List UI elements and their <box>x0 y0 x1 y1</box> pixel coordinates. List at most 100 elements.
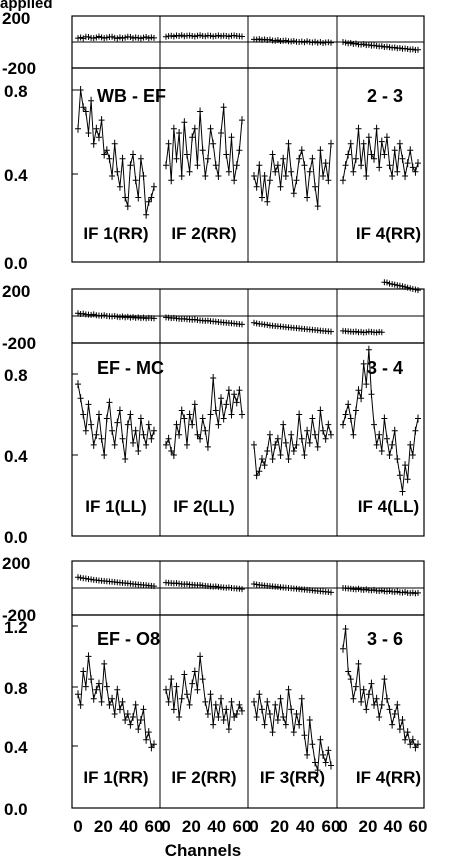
amp-point <box>119 154 126 163</box>
amp-point <box>309 740 316 749</box>
amp-point <box>389 720 396 729</box>
phase-point <box>170 33 177 40</box>
amp-point <box>127 720 134 729</box>
amp-point <box>360 359 367 368</box>
amp-point <box>399 154 406 163</box>
phase-point <box>122 34 129 41</box>
amp-point <box>264 446 271 455</box>
amp-point <box>345 400 352 409</box>
phase-point <box>347 40 354 47</box>
amp-point <box>342 625 349 634</box>
phase-point <box>352 586 359 593</box>
amp-point <box>266 709 273 718</box>
amp-point <box>306 438 313 447</box>
amp-point <box>111 139 118 148</box>
amp-tick-label: 0.8 <box>4 679 28 698</box>
phase-point <box>101 312 108 319</box>
amp-point <box>124 202 131 211</box>
phase-point <box>75 574 81 581</box>
amp-point <box>199 675 206 684</box>
phase-point <box>368 587 375 594</box>
amp-tick-label: 0.4 <box>4 447 28 466</box>
amp-point <box>212 700 219 709</box>
amp-point <box>95 133 102 142</box>
amp-point <box>358 697 365 706</box>
amp-point <box>170 124 177 133</box>
phase-point <box>202 33 209 40</box>
phase-point <box>386 587 393 594</box>
amp-point <box>168 675 175 684</box>
amp-point <box>312 758 319 767</box>
phase-point <box>239 33 245 40</box>
amp-point <box>204 154 211 163</box>
phase-point <box>130 35 137 42</box>
amp-point <box>269 455 276 464</box>
amp-point <box>109 426 116 435</box>
amp-point <box>381 414 388 423</box>
phase-point <box>352 328 359 335</box>
amp-point <box>103 146 110 155</box>
amp-point <box>225 725 232 734</box>
if-label: IF 1(LL) <box>85 497 146 516</box>
amp-point <box>415 740 421 749</box>
phase-point <box>143 34 150 41</box>
amp-point <box>135 193 142 202</box>
amp-point <box>355 386 362 395</box>
amp-point <box>363 380 370 389</box>
amp-point <box>218 694 225 703</box>
amp-point <box>251 172 257 180</box>
phase-point <box>399 589 406 596</box>
amp-point <box>88 675 95 684</box>
amp-tick-label: 0.0 <box>4 254 28 273</box>
amp-point <box>251 440 257 449</box>
amp-point <box>355 124 362 133</box>
amp-point <box>75 690 81 699</box>
phase-point <box>181 33 188 40</box>
amp-point <box>191 400 198 409</box>
amp-point <box>181 414 188 423</box>
amp-point <box>381 150 388 159</box>
amp-point <box>320 426 327 435</box>
amp-point <box>181 670 188 679</box>
amp-point <box>106 398 113 407</box>
phase-point <box>376 587 383 594</box>
amp-point <box>233 398 240 407</box>
amp-point <box>404 475 411 484</box>
phase-point <box>77 34 84 41</box>
x-tick-label: 40 <box>296 817 315 836</box>
amp-point <box>261 172 268 180</box>
x-tick-label: 0 <box>249 817 258 836</box>
phase-point <box>253 581 260 588</box>
amp-point <box>207 124 214 133</box>
amp-tick-label: 0.0 <box>4 528 28 547</box>
amp-point <box>77 700 84 709</box>
amp-point <box>170 705 177 714</box>
amp-point <box>325 176 332 185</box>
amp-point <box>320 750 327 759</box>
amp-point <box>360 139 367 148</box>
amp-series-line <box>165 656 243 730</box>
amp-point <box>402 172 409 180</box>
amp-point <box>137 414 144 423</box>
amp-point <box>135 725 142 734</box>
phase-point <box>204 317 211 324</box>
phase-tick-label: -200 <box>2 59 36 78</box>
amp-point <box>296 410 303 419</box>
amp-point <box>415 159 421 168</box>
amp-point <box>186 167 193 176</box>
phase-point <box>225 33 232 40</box>
amp-point <box>114 685 121 694</box>
amp-point <box>189 679 196 688</box>
amp-point <box>183 690 190 699</box>
amp-point <box>186 700 193 709</box>
amp-point <box>197 107 204 116</box>
phase-point <box>109 313 116 320</box>
phase-point <box>409 46 416 53</box>
amp-point <box>365 133 372 142</box>
phase-point <box>165 314 172 321</box>
amp-point <box>145 420 152 429</box>
amp-point <box>130 438 137 447</box>
phase-point <box>314 39 321 46</box>
phase-point <box>258 36 265 43</box>
phase-tick-label: 200 <box>2 9 30 28</box>
